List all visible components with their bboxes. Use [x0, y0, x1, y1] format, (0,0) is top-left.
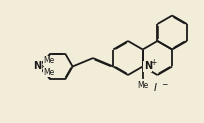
- Text: Me: Me: [136, 82, 148, 91]
- Text: Me: Me: [43, 56, 54, 65]
- Text: I: I: [153, 83, 156, 93]
- Text: N: N: [33, 62, 41, 71]
- Text: +: +: [149, 58, 155, 67]
- Text: −: −: [160, 80, 166, 90]
- Text: Me: Me: [43, 68, 54, 77]
- Text: N: N: [143, 62, 151, 71]
